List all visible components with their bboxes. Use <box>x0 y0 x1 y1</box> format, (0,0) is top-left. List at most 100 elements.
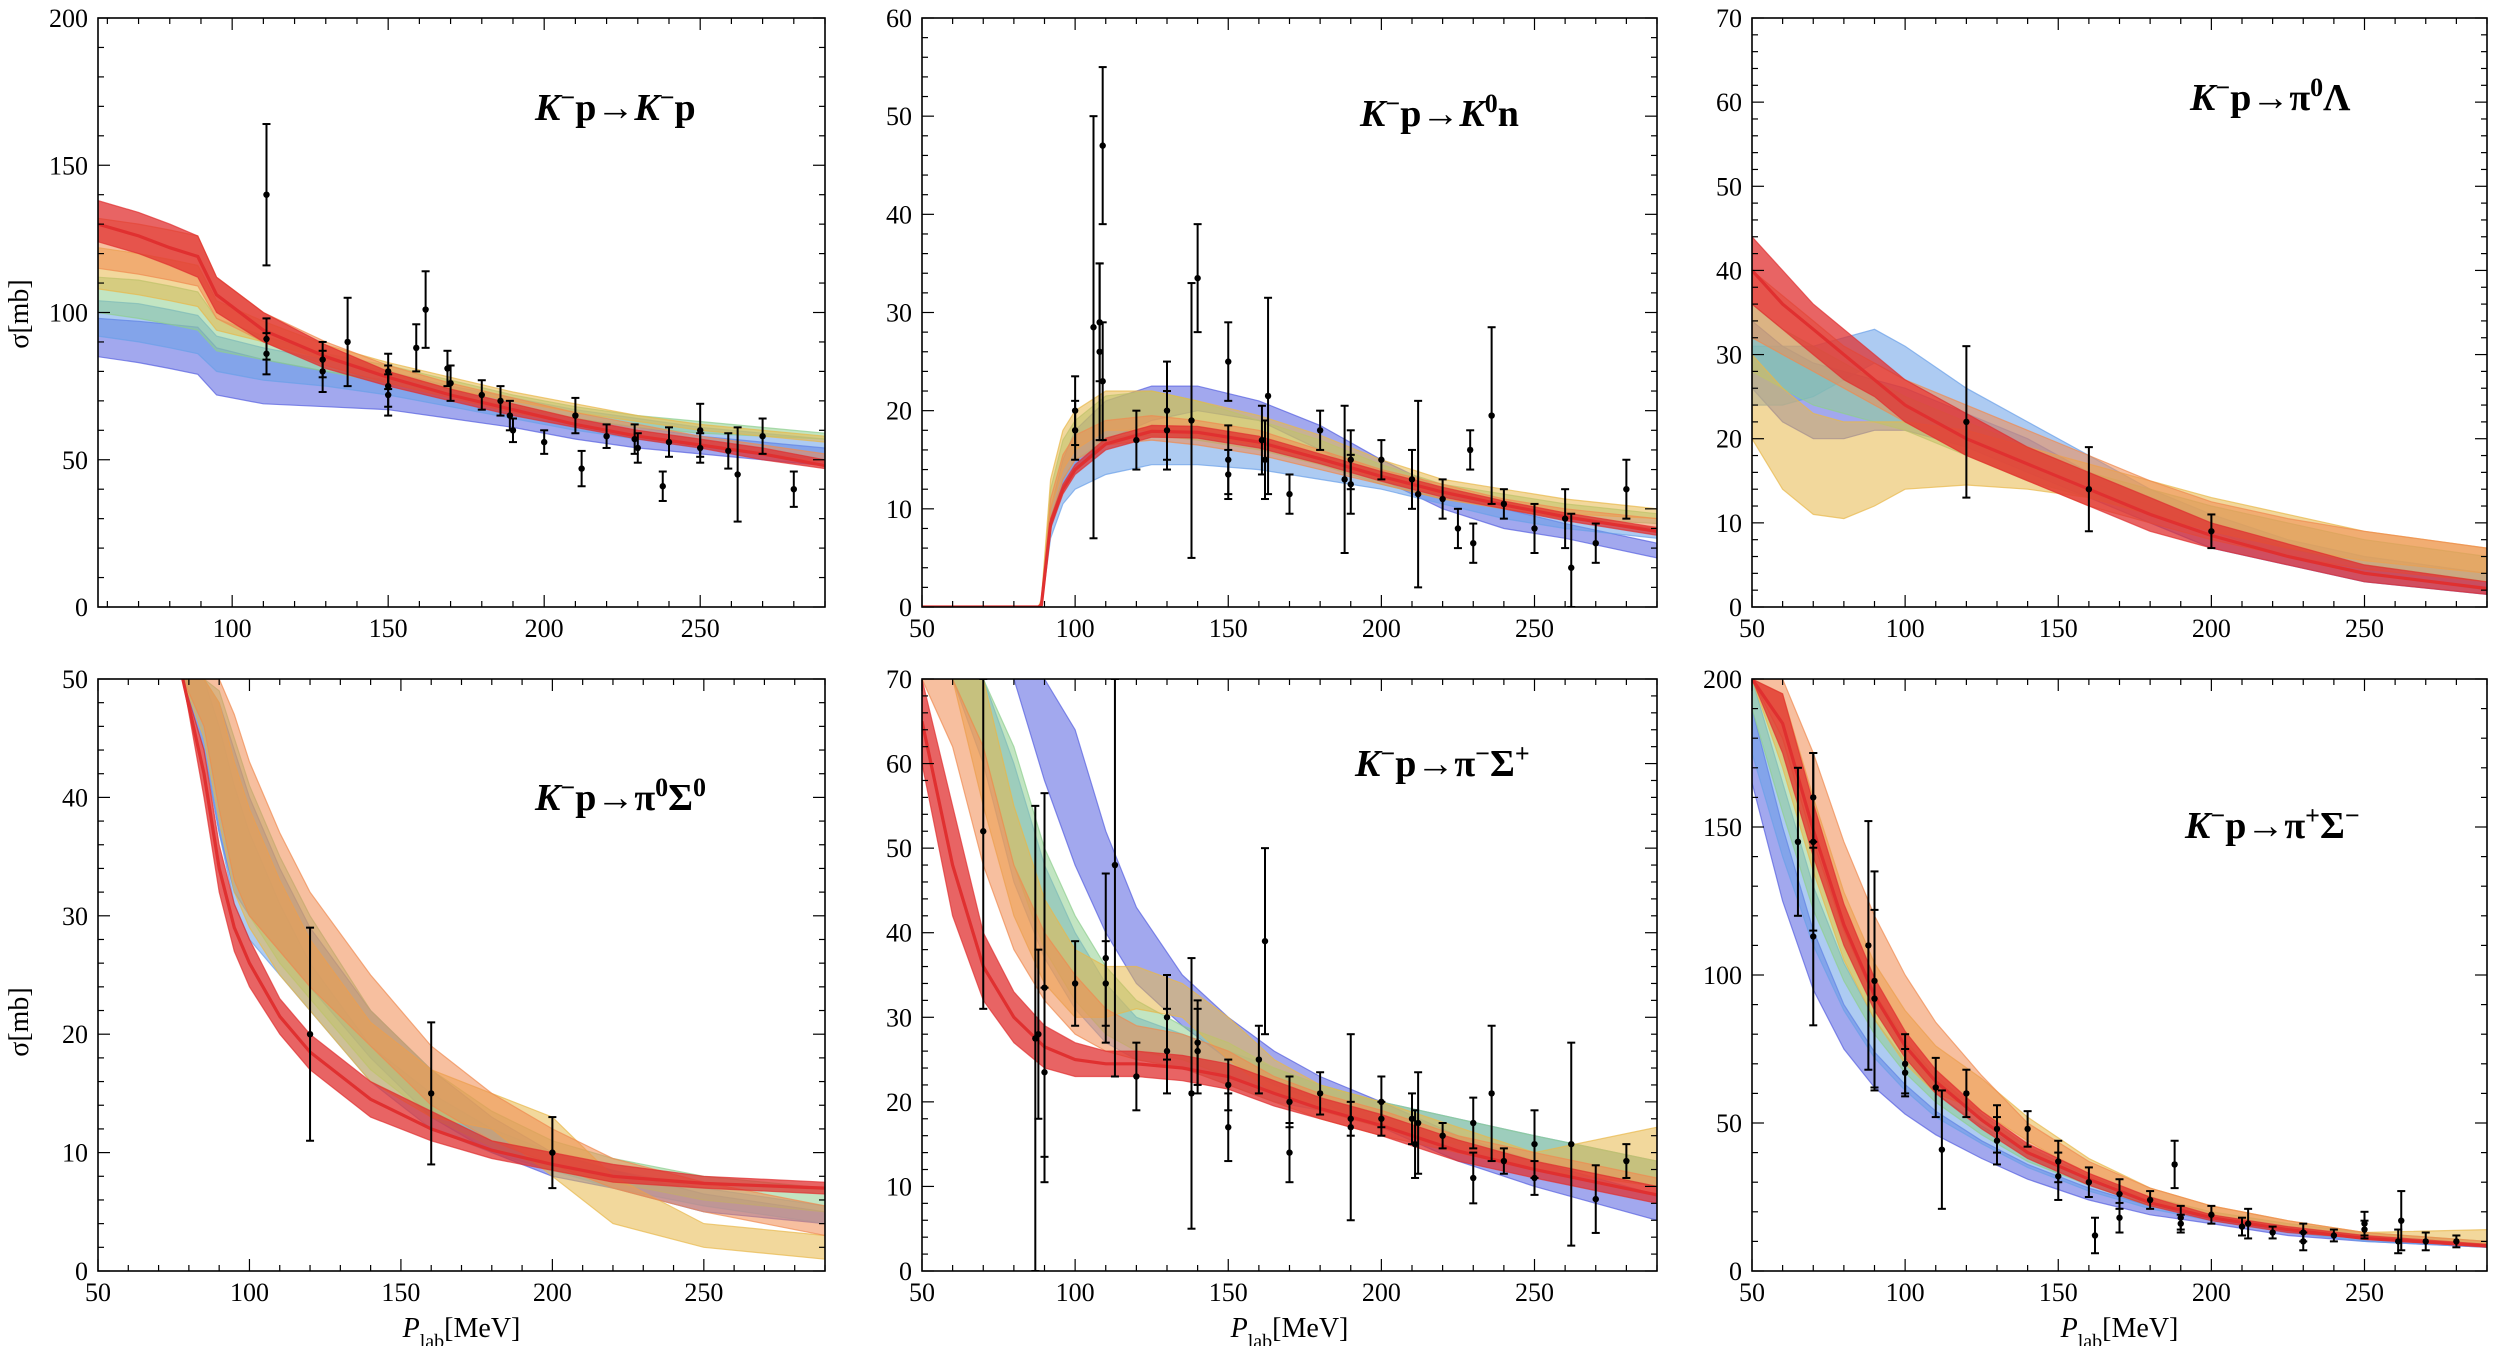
marker <box>413 344 420 352</box>
panel-kminus-p-pi0-lambda: K−p→π0Λ 50 100 150 200 250 0 10 20 30 40 50 60 70 <box>1716 4 2488 643</box>
marker <box>1439 495 1446 503</box>
marker <box>1470 539 1477 547</box>
marker <box>2300 1229 2307 1236</box>
data-point <box>1132 409 1141 471</box>
marker <box>447 379 454 387</box>
marker <box>1111 861 1119 869</box>
panel-title: K−p→π−Σ+ <box>1354 739 1530 786</box>
data-point <box>1530 1160 1539 1196</box>
data-point <box>1414 399 1423 589</box>
marker <box>1901 1069 1909 1076</box>
marker <box>1500 500 1508 508</box>
marker <box>1414 1119 1422 1127</box>
panel-kminus-p-elastic: K−p→K−p σ[mb] 100 150 200 250 0 50 100 150 200 <box>4 4 826 643</box>
data-point <box>658 470 667 502</box>
data-point <box>2091 1216 2099 1255</box>
marker <box>1568 1140 1575 1148</box>
data-point <box>758 417 767 455</box>
data-point <box>2207 513 2216 550</box>
data-point <box>1346 453 1355 515</box>
x-tick-label: 200 <box>1362 1278 1401 1307</box>
marker <box>1454 525 1462 532</box>
y-tick-label: 50 <box>62 665 88 694</box>
central-curve <box>922 720 1657 1197</box>
marker <box>1261 456 1269 463</box>
data-point <box>577 449 586 488</box>
marker <box>696 444 704 452</box>
data-point <box>2115 1201 2124 1234</box>
data-point <box>540 429 549 455</box>
marker <box>1938 1146 1946 1153</box>
marker <box>2398 1217 2405 1224</box>
data-point <box>633 432 642 464</box>
marker <box>2091 1232 2099 1239</box>
marker <box>344 338 351 346</box>
marker <box>1794 838 1802 845</box>
marker <box>2116 1214 2123 1221</box>
data-point <box>1937 1089 1946 1210</box>
marker <box>759 432 766 440</box>
marker <box>2085 486 2093 493</box>
data-point <box>1316 409 1325 451</box>
data-point <box>1622 1143 1631 1179</box>
marker <box>2208 528 2215 535</box>
marker <box>1378 1115 1385 1122</box>
marker <box>1408 1115 1416 1122</box>
marker <box>2422 1238 2429 1245</box>
marker <box>1188 1090 1195 1097</box>
data-point <box>1962 1068 1971 1119</box>
marker <box>1470 1174 1477 1182</box>
data-point <box>1469 1096 1478 1150</box>
band-red <box>922 424 1657 607</box>
x-tick-label: 150 <box>2039 614 2078 643</box>
band-red <box>1752 235 2487 596</box>
marker <box>2177 1220 2184 1227</box>
marker <box>1347 481 1354 488</box>
data-point <box>1962 345 1971 499</box>
data-point <box>664 426 673 458</box>
data-point <box>1110 679 1119 1078</box>
data-point <box>343 296 352 388</box>
data-point <box>1040 792 1049 1184</box>
data-point <box>1793 766 1802 917</box>
y-tick-label: 20 <box>886 397 912 426</box>
marker <box>1500 1157 1508 1165</box>
data-point <box>1864 820 1873 1071</box>
y-tick-label: 200 <box>1703 665 1742 694</box>
band-red <box>98 199 825 470</box>
marker <box>1041 984 1048 991</box>
marker <box>1865 942 1872 949</box>
x-tick-label: 250 <box>2345 614 2384 643</box>
data-point <box>1622 458 1631 520</box>
data-point <box>1257 404 1266 476</box>
panel-kminus-p-pi0-sigma0: K−p→π0Σ0 σ[mb] 50 100 150 200 250 0 10 20 30 40 50… <box>4 665 826 1346</box>
plot-area <box>922 679 1657 1271</box>
data-point <box>2054 1151 2063 1201</box>
data-point <box>2299 1222 2308 1243</box>
marker <box>1255 1056 1263 1063</box>
y-tick-label: 40 <box>886 200 912 229</box>
data-point <box>1193 1007 1202 1095</box>
x-tick-label: 50 <box>1739 614 1765 643</box>
marker <box>319 368 326 375</box>
data-point <box>1487 1024 1496 1163</box>
marker <box>1225 471 1232 478</box>
marker <box>734 471 741 478</box>
y-tick-label: 150 <box>1703 813 1742 842</box>
data-point <box>1414 1071 1423 1175</box>
marker <box>2238 1223 2246 1230</box>
marker <box>1099 142 1106 149</box>
marker <box>1341 476 1348 483</box>
marker <box>2171 1161 2178 1168</box>
y-tick-label: 40 <box>62 783 88 812</box>
data-point <box>1993 1116 2001 1166</box>
panel-title: K−p→π0Σ0 <box>534 773 706 820</box>
plot-area <box>1752 235 2487 596</box>
panel-kminus-p-piminus-sigmaplus: K−p→π−Σ+ 50 100 150 200 250 0 10 20 30 40 50 60 70 Pl… <box>886 665 1658 1346</box>
x-tick-label: 200 <box>2192 614 2231 643</box>
marker <box>1194 274 1201 282</box>
band-orange <box>182 679 825 1237</box>
data-point <box>1132 1041 1141 1112</box>
marker <box>1225 358 1232 365</box>
marker <box>2055 1173 2062 1180</box>
